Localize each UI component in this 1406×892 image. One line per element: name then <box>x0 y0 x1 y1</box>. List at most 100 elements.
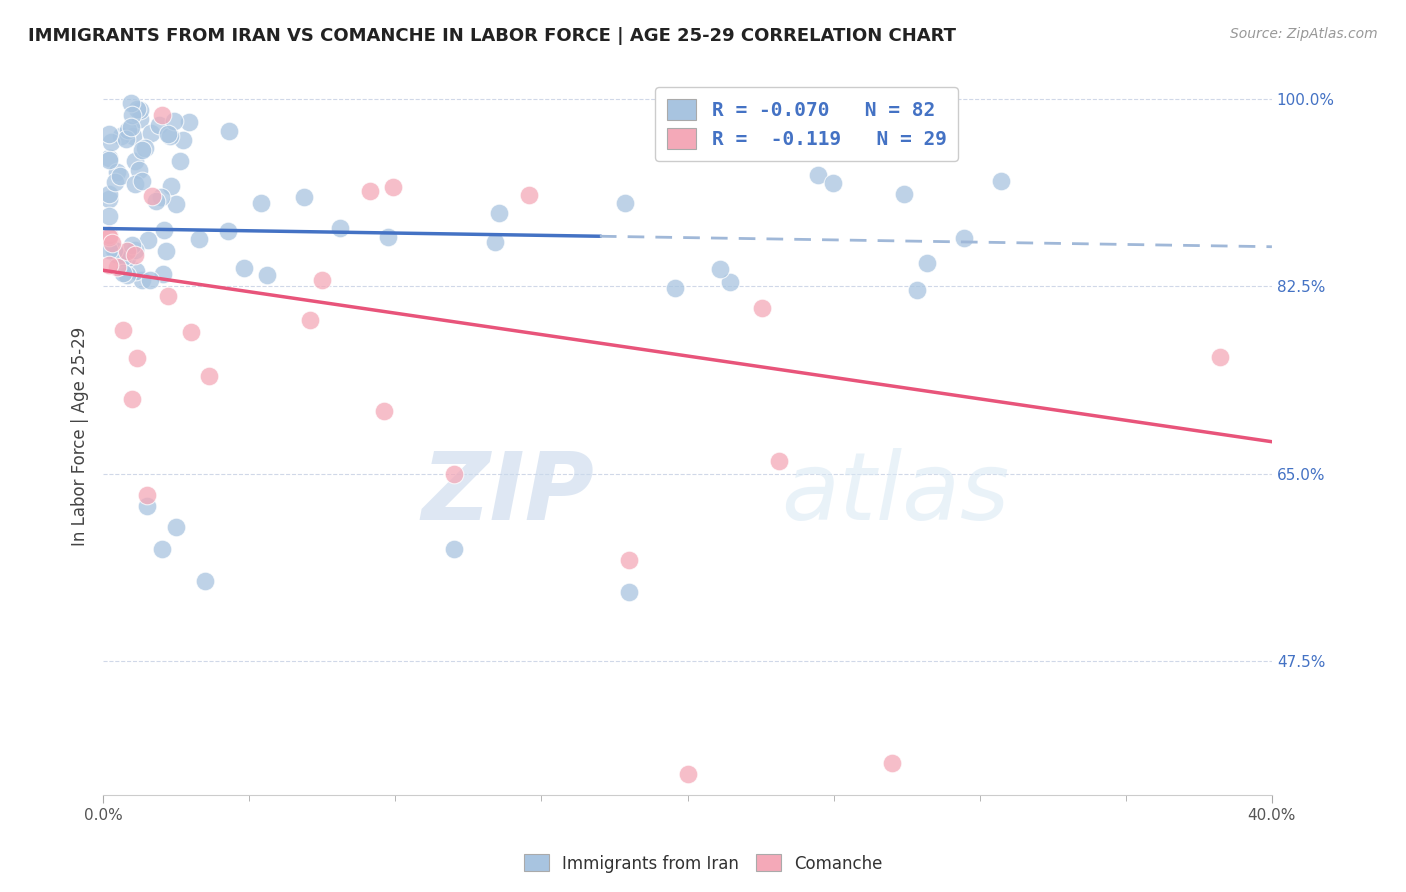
Point <box>128 112 150 127</box>
Point <box>443 467 465 481</box>
Point <box>150 189 173 203</box>
Point <box>150 541 173 556</box>
Point <box>124 247 146 261</box>
Point <box>165 197 187 211</box>
Point <box>136 499 159 513</box>
Point <box>115 131 138 145</box>
Point <box>122 128 145 143</box>
Point <box>131 143 153 157</box>
Point <box>104 175 127 189</box>
Point <box>98 193 121 207</box>
Point <box>359 184 381 198</box>
Text: Source: ZipAtlas.com: Source: ZipAtlas.com <box>1230 27 1378 41</box>
Point <box>664 281 686 295</box>
Point <box>152 223 174 237</box>
Point <box>120 96 142 111</box>
Point <box>718 275 741 289</box>
Point <box>198 368 221 383</box>
Point <box>443 541 465 556</box>
Point <box>124 154 146 169</box>
Point <box>155 244 177 258</box>
Legend: R = -0.070   N = 82, R =  -0.119   N = 29: R = -0.070 N = 82, R = -0.119 N = 29 <box>655 87 959 161</box>
Point <box>187 232 209 246</box>
Point <box>150 108 173 122</box>
Point <box>484 235 506 249</box>
Point <box>893 186 915 201</box>
Point <box>165 520 187 534</box>
Point <box>117 268 139 282</box>
Point <box>821 176 844 190</box>
Point <box>117 123 139 137</box>
Text: IMMIGRANTS FROM IRAN VS COMANCHE IN LABOR FORCE | AGE 25-29 CORRELATION CHART: IMMIGRANTS FROM IRAN VS COMANCHE IN LABO… <box>28 27 956 45</box>
Point <box>751 301 773 315</box>
Point <box>115 251 138 265</box>
Point <box>111 250 134 264</box>
Point <box>105 165 128 179</box>
Point <box>250 196 273 211</box>
Point <box>299 313 322 327</box>
Point <box>145 194 167 208</box>
Point <box>139 272 162 286</box>
Legend: Immigrants from Iran, Comanche: Immigrants from Iran, Comanche <box>517 847 889 880</box>
Y-axis label: In Labor Force | Age 25-29: In Labor Force | Age 25-29 <box>72 326 89 546</box>
Point <box>121 108 143 122</box>
Point <box>125 264 148 278</box>
Point <box>98 229 121 244</box>
Point <box>152 267 174 281</box>
Point <box>614 196 637 211</box>
Point <box>101 236 124 251</box>
Point <box>1208 350 1230 364</box>
Point <box>131 273 153 287</box>
Point <box>104 247 127 261</box>
Point <box>617 552 640 566</box>
Point <box>676 767 699 781</box>
Point <box>807 168 830 182</box>
Point <box>172 133 194 147</box>
Point <box>124 243 146 257</box>
Point <box>136 233 159 247</box>
Point <box>169 153 191 168</box>
Point <box>98 228 121 243</box>
Text: ZIP: ZIP <box>422 448 593 540</box>
Point <box>148 118 170 132</box>
Point <box>617 584 640 599</box>
Point <box>517 188 540 202</box>
Point <box>329 220 352 235</box>
Point <box>98 127 121 141</box>
Text: atlas: atlas <box>780 449 1010 540</box>
Point <box>157 127 180 141</box>
Point <box>377 230 399 244</box>
Point <box>98 258 121 272</box>
Point <box>128 103 150 117</box>
Point <box>98 151 121 165</box>
Point <box>159 178 181 193</box>
Point <box>121 238 143 252</box>
Point <box>127 103 149 117</box>
Point <box>98 153 121 167</box>
Point <box>100 136 122 150</box>
Point <box>194 574 217 588</box>
Point <box>218 124 240 138</box>
Point <box>381 180 404 194</box>
Point <box>98 244 121 258</box>
Point <box>232 261 254 276</box>
Point <box>105 260 128 274</box>
Point <box>177 114 200 128</box>
Point <box>256 268 278 282</box>
Point <box>180 325 202 339</box>
Point <box>311 273 333 287</box>
Point <box>115 244 138 259</box>
Point <box>141 126 163 140</box>
Point <box>128 163 150 178</box>
Point <box>121 392 143 406</box>
Point <box>488 206 510 220</box>
Point <box>110 128 132 143</box>
Point <box>125 351 148 366</box>
Point <box>953 230 976 244</box>
Point <box>124 177 146 191</box>
Point <box>292 190 315 204</box>
Point <box>131 174 153 188</box>
Point <box>159 128 181 143</box>
Point <box>136 488 159 502</box>
Point <box>768 454 790 468</box>
